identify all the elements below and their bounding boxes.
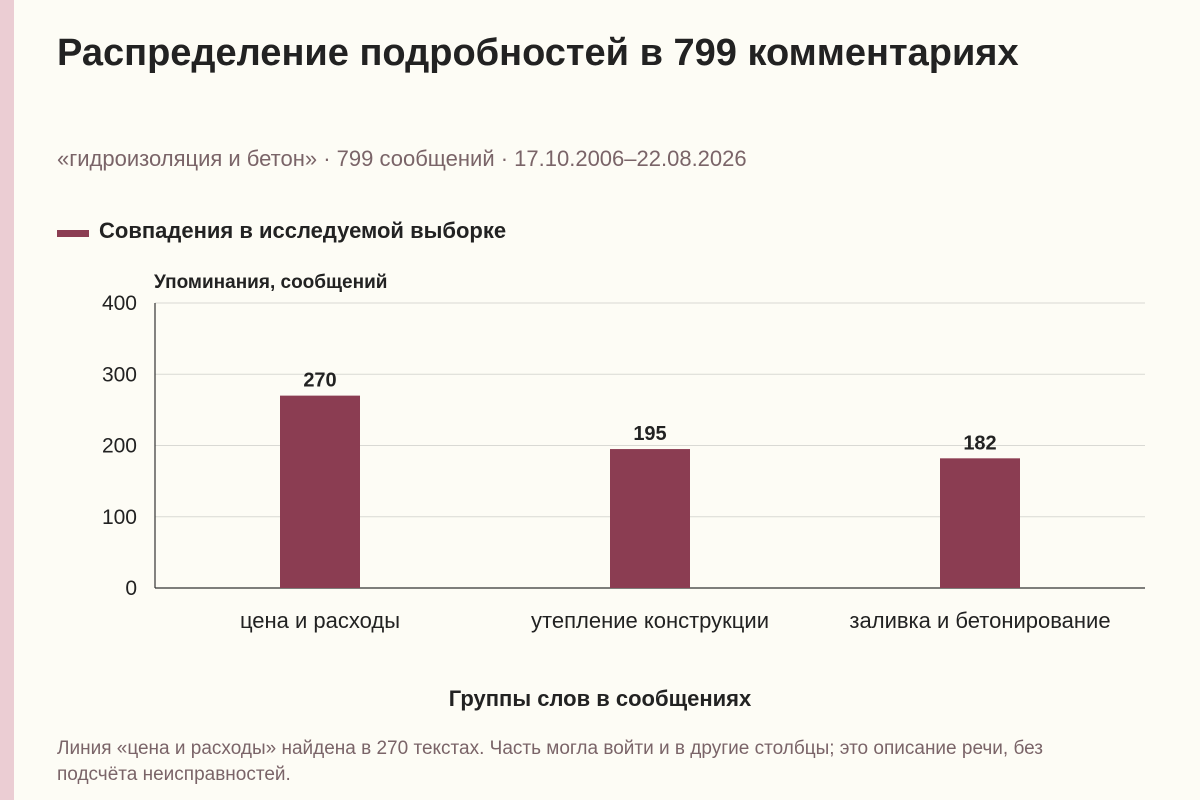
legend: Совпадения в исследуемой выборке [57, 218, 506, 244]
x-tick-label: цена и расходы [240, 608, 400, 633]
chart-subtitle: «гидроизоляция и бетон» · 799 сообщений … [57, 146, 747, 171]
legend-swatch [57, 229, 89, 237]
chart-title: Распределение подробностей в 799 коммент… [57, 32, 1019, 74]
left-accent-stripe [0, 0, 14, 800]
y-tick-label: 200 [102, 435, 137, 458]
y-tick-label: 100 [102, 506, 137, 529]
x-tick-label: заливка и бетонирование [849, 608, 1110, 633]
x-axis-title: Группы слов в сообщениях [448, 686, 752, 711]
y-tick-label: 300 [102, 363, 137, 386]
legend-label: Совпадения в исследуемой выборке [99, 218, 507, 243]
bar [940, 458, 1020, 588]
footnote: Линия «цена и расходы» найдена в 270 тек… [57, 738, 1043, 785]
y-axis-title: Упоминания, сообщений [154, 272, 388, 293]
bar [610, 449, 690, 588]
data-label: 182 [963, 432, 996, 454]
y-tick-label: 0 [125, 577, 137, 600]
y-tick-label: 400 [102, 292, 137, 315]
data-label: 270 [303, 370, 336, 392]
x-tick-label: утепление конструкции [531, 608, 769, 633]
data-label: 195 [633, 423, 666, 445]
bar [280, 395, 360, 588]
